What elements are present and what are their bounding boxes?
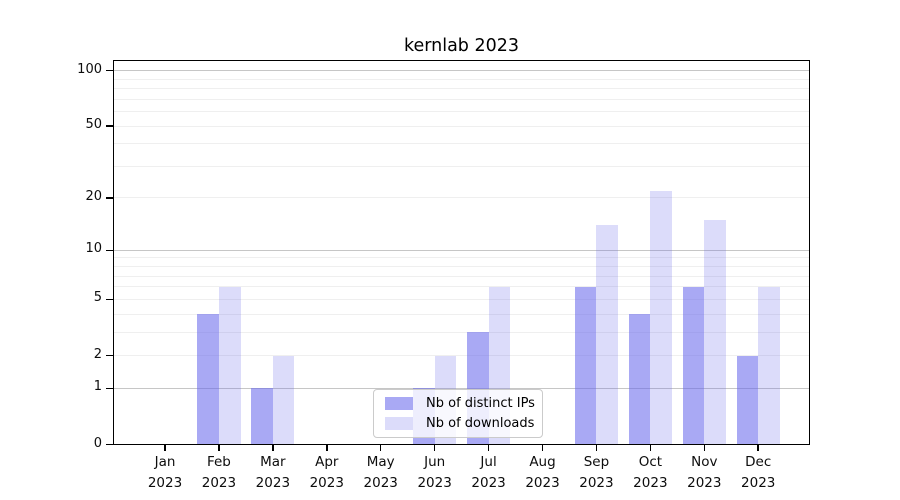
x-tick [487, 445, 490, 451]
minor-gridline [114, 266, 809, 268]
minor-gridline [114, 111, 809, 113]
x-tick-label: Apr 2023 [309, 454, 344, 491]
minor-gridline [114, 331, 809, 333]
bar-sep-downloads [596, 225, 619, 445]
minor-gridline [114, 257, 809, 259]
legend-swatch-downloads [385, 417, 413, 430]
y-tick [106, 298, 113, 301]
y-tick [106, 197, 113, 199]
y-tick [106, 387, 113, 390]
x-tick-label: Feb 2023 [201, 454, 237, 491]
major-gridline [114, 387, 809, 389]
x-tick [757, 445, 759, 451]
minor-gridline [114, 165, 809, 167]
bar-sep-distinct-ips [574, 286, 597, 445]
minor-gridline [114, 88, 809, 90]
minor-gridline [114, 313, 809, 315]
y-tick-label: 0 [93, 435, 102, 451]
x-tick-label: May 2023 [363, 454, 398, 491]
y-tick [106, 354, 113, 357]
minor-gridline [114, 298, 809, 300]
x-tick-label: Nov 2023 [687, 454, 722, 491]
y-tick-label: 50 [85, 117, 102, 133]
legend: Nb of distinct IPs Nb of downloads [373, 389, 543, 438]
legend-item-distinct-ips: Nb of distinct IPs [385, 396, 542, 411]
bar-mar-downloads [272, 355, 295, 445]
y-tick-label: 1 [93, 379, 102, 395]
minor-gridline [114, 143, 809, 145]
legend-item-downloads: Nb of downloads [385, 416, 542, 431]
minor-gridline [114, 275, 809, 277]
bar-nov-distinct-ips [682, 286, 705, 445]
bar-dec-downloads [758, 286, 780, 445]
x-tick [703, 445, 706, 451]
x-tick [164, 445, 166, 451]
minor-gridline [114, 78, 809, 80]
x-tick-label: Jan 2023 [147, 454, 183, 491]
x-tick [379, 445, 382, 451]
x-tick [541, 445, 544, 451]
y-tick [106, 125, 113, 127]
x-tick [218, 445, 220, 451]
x-tick [433, 445, 436, 451]
x-tick-label: Dec 2023 [741, 454, 776, 491]
x-tick-label: Jul 2023 [471, 454, 506, 491]
y-tick-label: 20 [85, 188, 102, 204]
bar-feb-distinct-ips [197, 314, 219, 445]
chart-title: kernlab 2023 [403, 36, 520, 56]
y-tick-label: 2 [93, 346, 102, 362]
legend-label-distinct-ips: Nb of distinct IPs [426, 396, 535, 411]
x-tick-label: Aug 2023 [525, 454, 560, 491]
minor-gridline [114, 286, 809, 288]
x-tick [649, 445, 652, 451]
x-tick-label: Oct 2023 [633, 454, 668, 491]
legend-label-downloads: Nb of downloads [426, 416, 535, 431]
y-tick-label: 10 [85, 241, 102, 257]
bar-feb-downloads [218, 286, 241, 445]
legend-swatch-distinct-ips [385, 397, 413, 410]
x-tick [326, 445, 328, 451]
major-gridline [114, 70, 809, 72]
x-tick [272, 445, 274, 451]
bar-oct-downloads [650, 190, 672, 445]
minor-gridline [114, 125, 809, 127]
y-tick-label: 100 [77, 61, 102, 77]
minor-gridline [114, 197, 809, 199]
bar-dec-distinct-ips [736, 355, 759, 445]
x-tick [595, 445, 598, 451]
bar-oct-distinct-ips [628, 314, 651, 445]
major-gridline [114, 249, 809, 251]
bar-mar-distinct-ips [251, 388, 273, 445]
x-tick-label: Jun 2023 [417, 454, 452, 491]
x-tick-label: Mar 2023 [255, 454, 291, 491]
y-tick [106, 249, 113, 252]
minor-gridline [114, 355, 809, 356]
y-tick [106, 69, 113, 72]
y-tick-label: 5 [93, 290, 102, 306]
y-tick [106, 443, 113, 446]
x-tick-label: Sep 2023 [579, 454, 614, 491]
minor-gridline [114, 98, 809, 100]
bar-nov-downloads [704, 219, 726, 445]
